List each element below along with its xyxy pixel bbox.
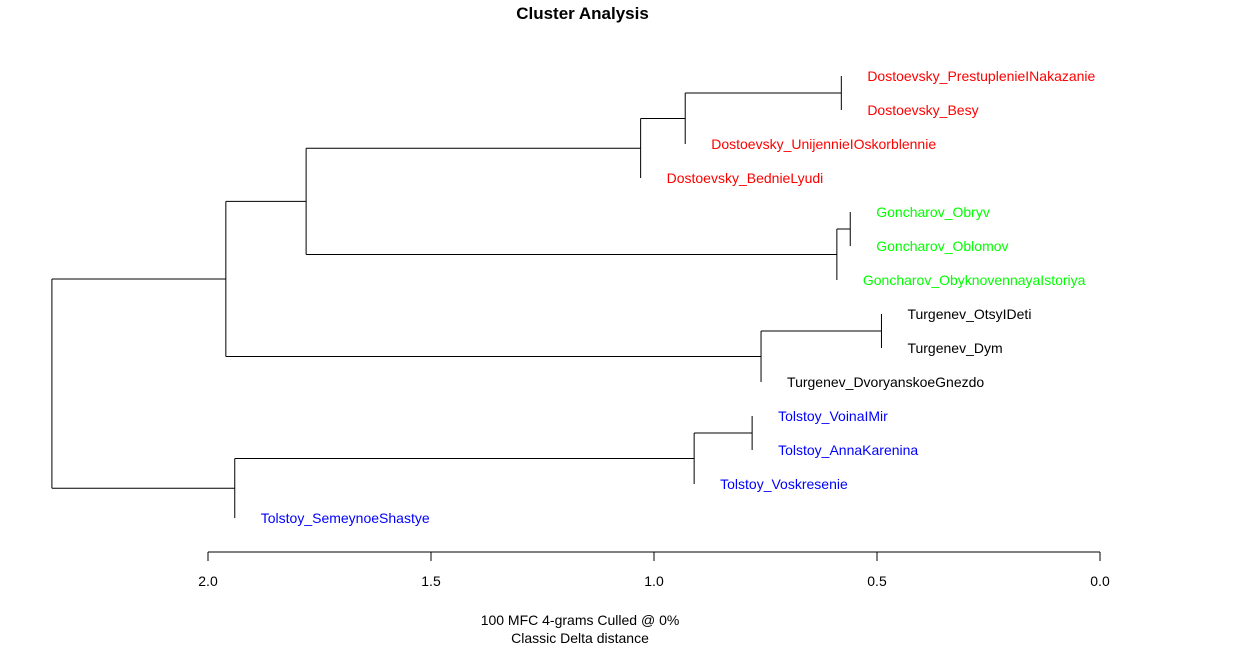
leaf-labels: Dostoevsky_PrestuplenieINakazanie Dostoev… <box>261 68 1096 526</box>
leaf-label: Dostoevsky_PrestuplenieINakazanie <box>867 68 1095 84</box>
x-axis: 2.0 1.5 1.0 0.5 0.0 <box>198 551 1110 589</box>
leaf-label: Tolstoy_Voskresenie <box>720 476 848 492</box>
leaf-label: Goncharov_Obryv <box>876 204 990 220</box>
leaf-label: Dostoevsky_BednieLyudi <box>667 170 824 186</box>
leaf-label: Goncharov_ObyknovennayaIstoriya <box>863 272 1086 288</box>
x-tick-label: 0.5 <box>867 573 887 589</box>
x-tick-label: 1.0 <box>644 573 664 589</box>
x-axis-label-line-1: 100 MFC 4-grams Culled @ 0% <box>480 612 680 628</box>
x-tick-label: 0.0 <box>1090 573 1110 589</box>
leaf-label: Turgenev_OtsyIDeti <box>907 306 1031 322</box>
leaf-label: Tolstoy_SemeynoeShastye <box>261 510 430 526</box>
leaf-label: Goncharov_Oblomov <box>876 238 1008 254</box>
x-axis-label: 100 MFC 4-grams Culled @ 0% Classic Delt… <box>380 611 780 647</box>
chart-title: Cluster Analysis <box>516 4 649 23</box>
leaf-label: Tolstoy_AnnaKarenina <box>778 442 918 458</box>
x-axis-label-line-2: Classic Delta distance <box>511 630 649 646</box>
leaf-label: Tolstoy_VoinaIMir <box>778 408 888 424</box>
leaf-label: Dostoevsky_Besy <box>867 102 978 118</box>
leaf-label: Turgenev_DvoryanskoeGnezdo <box>787 374 984 390</box>
leaf-label: Turgenev_Dym <box>907 340 1002 356</box>
x-tick-label: 1.5 <box>421 573 441 589</box>
leaf-label: Dostoevsky_UnijennieIOskorblennie <box>711 136 936 152</box>
tree-branches <box>51 76 882 518</box>
x-tick-label: 2.0 <box>198 573 218 589</box>
